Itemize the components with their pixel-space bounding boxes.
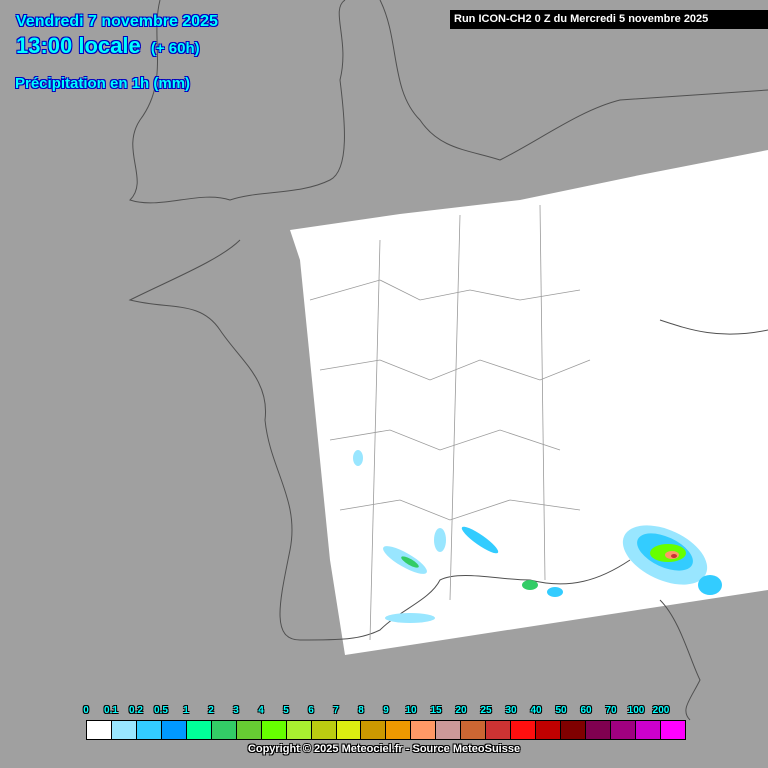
legend-swatch — [336, 721, 362, 739]
legend-swatch — [586, 721, 612, 739]
legend-label: 0 — [83, 705, 89, 716]
legend-colorbar — [86, 720, 686, 740]
legend-swatch — [635, 721, 661, 739]
legend-swatch — [436, 721, 462, 739]
lead-time: (+ 60h) — [150, 40, 200, 57]
legend-swatch — [511, 721, 537, 739]
legend-label: 4 — [258, 705, 264, 716]
legend-swatch — [211, 721, 237, 739]
legend-swatch — [461, 721, 487, 739]
legend-swatch — [536, 721, 562, 739]
legend-label: 25 — [480, 705, 492, 716]
legend-label: 15 — [430, 705, 442, 716]
legend-swatch — [261, 721, 287, 739]
copyright: Copyright © 2025 Meteociel.fr - Source M… — [247, 743, 521, 755]
legend-label: 9 — [383, 705, 389, 716]
legend-label: 60 — [580, 705, 592, 716]
legend-label: 40 — [530, 705, 542, 716]
legend-label: 2 — [208, 705, 214, 716]
legend-swatch — [561, 721, 587, 739]
coastlines — [128, 0, 768, 721]
legend-swatch — [186, 721, 212, 739]
run-info: Run ICON-CH2 0 Z du Mercredi 5 novembre … — [450, 10, 768, 29]
legend-label: 0.1 — [104, 705, 118, 716]
legend-swatch — [660, 721, 685, 739]
legend-label: 10 — [405, 705, 417, 716]
legend-swatch — [236, 721, 262, 739]
legend-label: 0.5 — [154, 705, 168, 716]
legend-swatch — [161, 721, 187, 739]
legend-swatch — [311, 721, 337, 739]
legend-label: 30 — [505, 705, 517, 716]
precipitation-cells — [353, 450, 722, 623]
legend-label: 5 — [283, 705, 289, 716]
forecast-time: 13:00 locale (+ 60h) — [16, 33, 200, 59]
legend-swatch — [87, 721, 112, 739]
legend-labels: 0 0.1 0.2 0.5 1 2 3 4 5 6 7 8 9 10 15 20 25 30 40 50 60 70 100… — [83, 705, 686, 719]
legend-label: 3 — [233, 705, 239, 716]
local-time: 13:00 locale — [16, 33, 141, 58]
legend-swatch — [611, 721, 636, 739]
legend-swatch — [136, 721, 162, 739]
legend-label: 0.2 — [129, 705, 143, 716]
forecast-date: Vendredi 7 novembre 2025 — [16, 13, 218, 30]
legend-swatch — [111, 721, 137, 739]
legend-label: 7 — [333, 705, 339, 716]
legend-swatch — [286, 721, 312, 739]
legend-label: 200 — [652, 705, 670, 716]
legend-label: 50 — [555, 705, 567, 716]
legend-label: 20 — [455, 705, 467, 716]
legend-swatch — [386, 721, 412, 739]
legend-label: 6 — [308, 705, 314, 716]
legend-swatch — [361, 721, 387, 739]
legend-swatch — [486, 721, 512, 739]
legend-label: 100 — [627, 705, 645, 716]
region-borders — [309, 204, 591, 641]
legend-swatch — [411, 721, 437, 739]
legend-label: 8 — [358, 705, 364, 716]
parameter-title: Précipitation en 1h (mm) — [15, 75, 191, 92]
legend-label: 1 — [183, 705, 189, 716]
legend-label: 70 — [605, 705, 617, 716]
